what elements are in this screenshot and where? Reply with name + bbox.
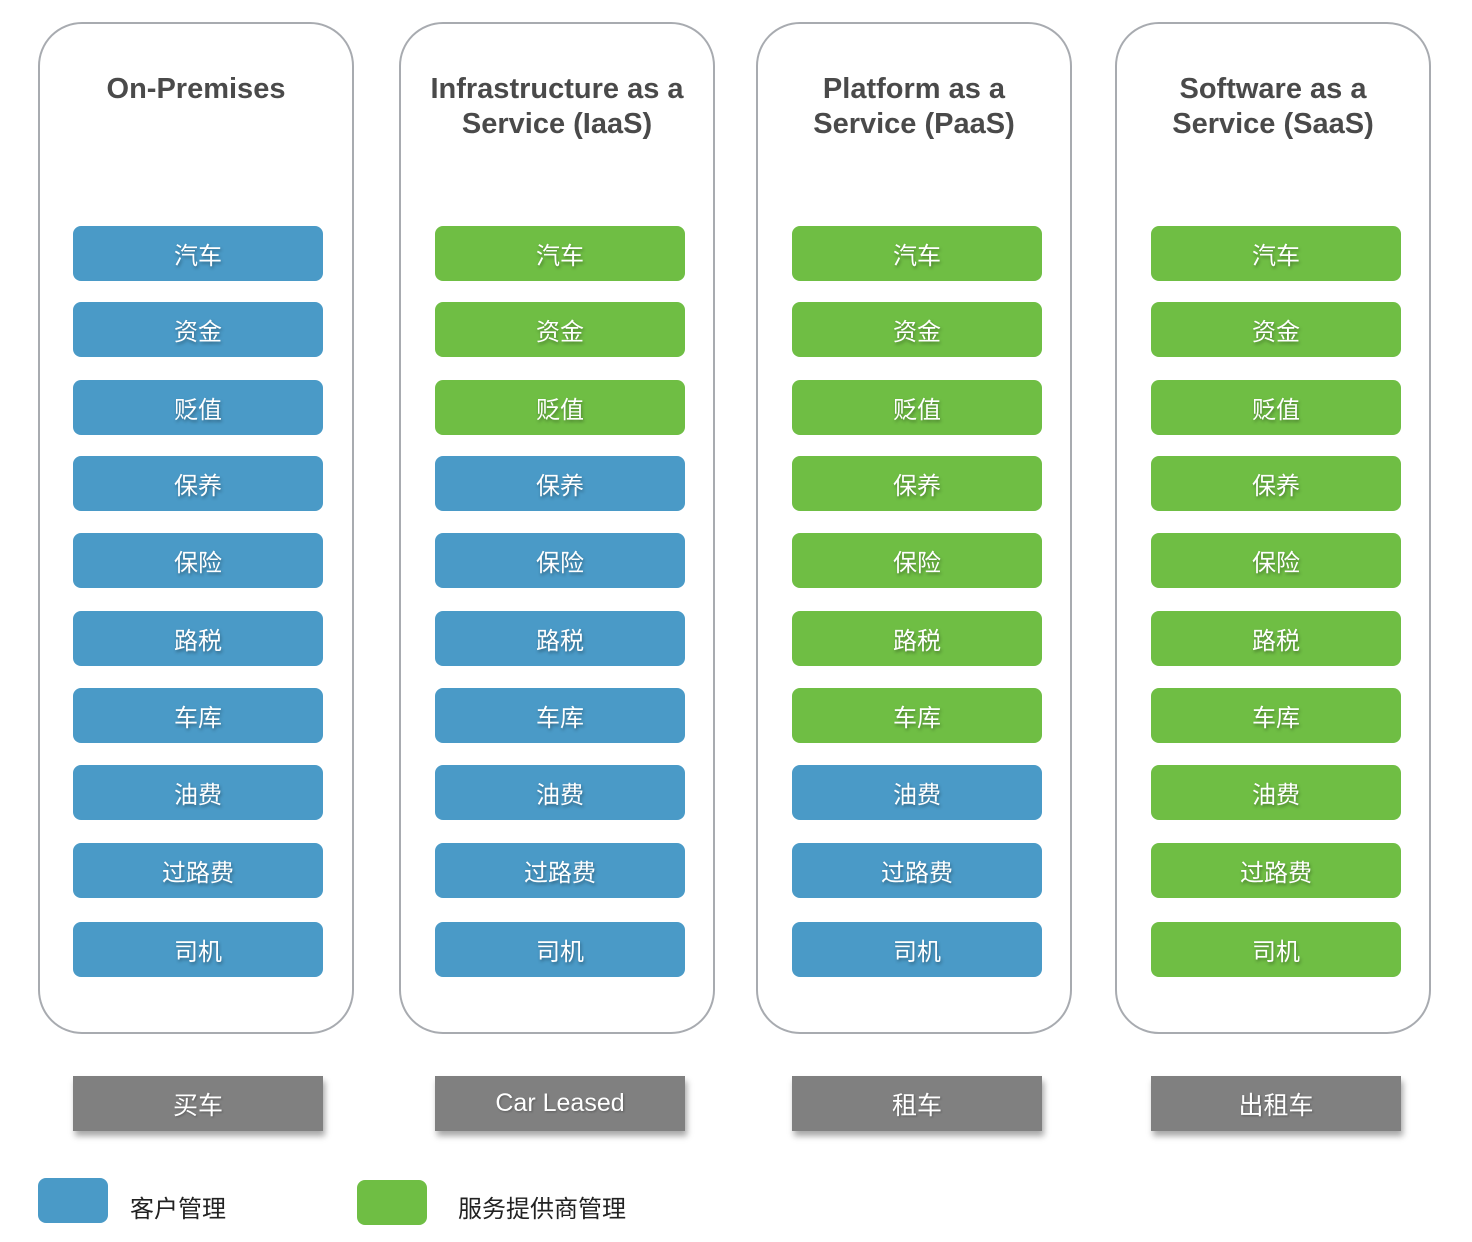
layer-tile-provider: 贬值 bbox=[1151, 380, 1401, 435]
column-title: On-Premises bbox=[106, 73, 286, 105]
layer-tile-customer: 过路费 bbox=[73, 843, 323, 898]
layer-tile-customer: 车库 bbox=[435, 688, 685, 743]
layer-tile-provider: 保险 bbox=[792, 533, 1042, 588]
layer-tile-customer: 司机 bbox=[792, 922, 1042, 977]
layer-tile-provider: 车库 bbox=[792, 688, 1042, 743]
column-caption: Car Leased bbox=[435, 1076, 685, 1131]
layer-tile-customer: 保养 bbox=[73, 456, 323, 511]
layer-tile-provider: 汽车 bbox=[1151, 226, 1401, 281]
layer-tile-customer: 油费 bbox=[73, 765, 323, 820]
layer-tile-customer: 司机 bbox=[73, 922, 323, 977]
layer-tile-provider: 保险 bbox=[1151, 533, 1401, 588]
layer-tile-provider: 资金 bbox=[792, 302, 1042, 357]
layer-tile-provider: 过路费 bbox=[1151, 843, 1401, 898]
layer-tile-customer: 油费 bbox=[792, 765, 1042, 820]
layer-tile-customer: 过路费 bbox=[792, 843, 1042, 898]
layer-tile-provider: 保养 bbox=[1151, 456, 1401, 511]
legend-swatch-customer bbox=[38, 1178, 108, 1223]
layer-tile-customer: 保险 bbox=[73, 533, 323, 588]
layer-tile-provider: 车库 bbox=[1151, 688, 1401, 743]
column-caption: 出租车 bbox=[1151, 1076, 1401, 1131]
legend-swatch-provider bbox=[357, 1180, 427, 1225]
layer-tile-provider: 保养 bbox=[792, 456, 1042, 511]
layer-tile-provider: 资金 bbox=[435, 302, 685, 357]
layer-tile-customer: 路税 bbox=[73, 611, 323, 666]
layer-tile-provider: 汽车 bbox=[792, 226, 1042, 281]
layer-tile-customer: 资金 bbox=[73, 302, 323, 357]
layer-tile-customer: 车库 bbox=[73, 688, 323, 743]
column-title: Software as a Service (SaaS) bbox=[1172, 73, 1374, 140]
column-title: Infrastructure as a Service (IaaS) bbox=[430, 73, 684, 140]
layer-tile-customer: 油费 bbox=[435, 765, 685, 820]
layer-tile-provider: 资金 bbox=[1151, 302, 1401, 357]
layer-tile-provider: 贬值 bbox=[435, 380, 685, 435]
layer-tile-customer: 司机 bbox=[435, 922, 685, 977]
layer-tile-customer: 贬值 bbox=[73, 380, 323, 435]
column-title: Platform as a Service (PaaS) bbox=[813, 73, 1015, 140]
layer-tile-customer: 过路费 bbox=[435, 843, 685, 898]
layer-tile-provider: 路税 bbox=[1151, 611, 1401, 666]
layer-tile-provider: 贬值 bbox=[792, 380, 1042, 435]
layer-tile-provider: 司机 bbox=[1151, 922, 1401, 977]
layer-tile-provider: 油费 bbox=[1151, 765, 1401, 820]
layer-tile-customer: 路税 bbox=[435, 611, 685, 666]
layer-tile-provider: 路税 bbox=[792, 611, 1042, 666]
legend-label-customer: 客户管理 bbox=[130, 1195, 226, 1223]
layer-tile-customer: 汽车 bbox=[73, 226, 323, 281]
layer-tile-customer: 保养 bbox=[435, 456, 685, 511]
legend-label-provider: 服务提供商管理 bbox=[458, 1195, 626, 1223]
column-caption: 租车 bbox=[792, 1076, 1042, 1131]
layer-tile-customer: 保险 bbox=[435, 533, 685, 588]
layer-tile-provider: 汽车 bbox=[435, 226, 685, 281]
column-caption: 买车 bbox=[73, 1076, 323, 1131]
